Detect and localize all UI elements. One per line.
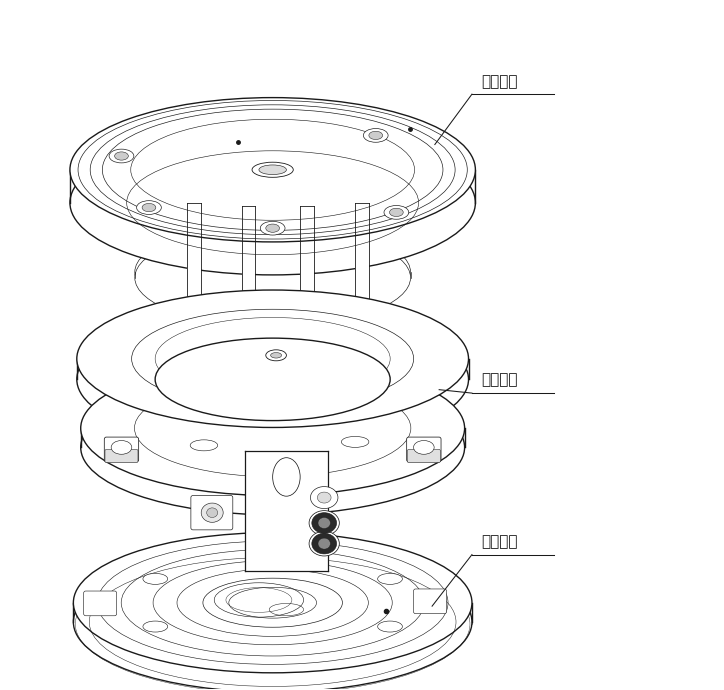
- Ellipse shape: [318, 518, 330, 529]
- Ellipse shape: [369, 131, 382, 139]
- Ellipse shape: [312, 533, 337, 554]
- Ellipse shape: [73, 533, 472, 673]
- Ellipse shape: [229, 587, 316, 618]
- Ellipse shape: [70, 130, 476, 275]
- FancyBboxPatch shape: [191, 495, 233, 530]
- Ellipse shape: [137, 201, 161, 215]
- Ellipse shape: [318, 538, 330, 549]
- Bar: [245, 451, 328, 571]
- FancyBboxPatch shape: [413, 589, 447, 613]
- Ellipse shape: [317, 492, 331, 503]
- Ellipse shape: [261, 221, 285, 235]
- Ellipse shape: [266, 224, 279, 233]
- Ellipse shape: [143, 573, 168, 584]
- Ellipse shape: [155, 338, 390, 421]
- Ellipse shape: [77, 290, 468, 428]
- Ellipse shape: [135, 223, 411, 322]
- Bar: [355, 203, 369, 352]
- Bar: [242, 206, 256, 355]
- Ellipse shape: [378, 573, 403, 584]
- Ellipse shape: [309, 511, 340, 535]
- Ellipse shape: [135, 228, 411, 327]
- Ellipse shape: [266, 350, 287, 361]
- Ellipse shape: [309, 531, 340, 556]
- Ellipse shape: [143, 621, 168, 632]
- Ellipse shape: [109, 149, 134, 163]
- Ellipse shape: [252, 162, 293, 177]
- Ellipse shape: [413, 440, 434, 454]
- Ellipse shape: [155, 390, 390, 472]
- Ellipse shape: [77, 310, 468, 448]
- Ellipse shape: [378, 621, 403, 632]
- Ellipse shape: [206, 508, 218, 518]
- FancyBboxPatch shape: [104, 437, 139, 462]
- Ellipse shape: [312, 513, 337, 533]
- Ellipse shape: [271, 353, 282, 358]
- Text: 固定法兰: 固定法兰: [481, 534, 518, 549]
- Ellipse shape: [259, 165, 287, 175]
- Ellipse shape: [190, 440, 218, 451]
- Ellipse shape: [363, 128, 388, 142]
- FancyBboxPatch shape: [408, 449, 440, 462]
- Ellipse shape: [111, 440, 132, 454]
- Ellipse shape: [70, 97, 476, 242]
- Ellipse shape: [390, 208, 403, 217]
- Ellipse shape: [80, 361, 465, 495]
- FancyBboxPatch shape: [105, 449, 138, 462]
- Ellipse shape: [203, 578, 342, 627]
- Ellipse shape: [201, 503, 223, 522]
- Text: 压电雨量: 压电雨量: [481, 74, 518, 89]
- FancyBboxPatch shape: [407, 437, 441, 462]
- Text: 控制电路: 控制电路: [481, 373, 518, 388]
- Ellipse shape: [384, 206, 409, 219]
- Ellipse shape: [342, 436, 369, 447]
- Bar: [187, 203, 201, 352]
- Ellipse shape: [73, 552, 472, 690]
- FancyBboxPatch shape: [84, 591, 117, 615]
- Ellipse shape: [114, 152, 128, 160]
- Ellipse shape: [311, 486, 338, 509]
- Ellipse shape: [80, 380, 465, 515]
- Ellipse shape: [142, 204, 156, 212]
- Ellipse shape: [273, 457, 300, 496]
- Bar: [300, 206, 314, 355]
